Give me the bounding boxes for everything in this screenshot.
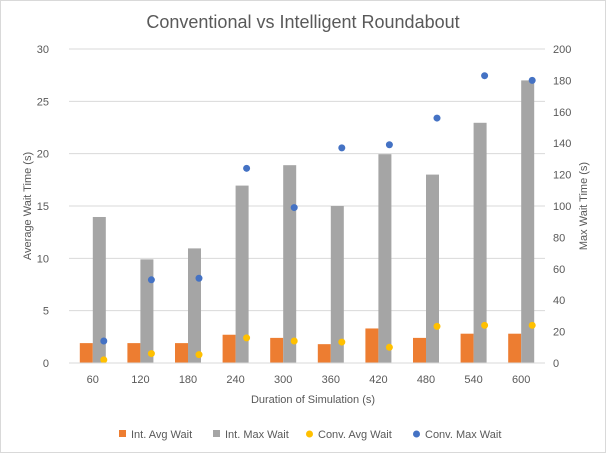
legend: Int. Avg Wait Int. Max Wait Conv. Avg Wait… <box>119 429 501 441</box>
y-tick-label: 25 <box>37 96 49 108</box>
right-axis: 0 20 40 60 80 100 120 140 160 180 200 <box>553 44 571 370</box>
x-tick-label: 360 <box>322 374 340 386</box>
x-tick-label: 420 <box>369 374 387 386</box>
conv-max-wait-point <box>243 164 251 172</box>
x-tick-label: 300 <box>274 374 292 386</box>
conv-avg-wait-point <box>481 321 489 329</box>
x-tick-label: 120 <box>131 374 149 386</box>
y-tick-label: 5 <box>43 306 49 318</box>
y2-tick-label: 80 <box>553 232 565 244</box>
conv-max-wait-point <box>290 204 298 212</box>
x-tick-label: 240 <box>226 374 244 386</box>
legend-swatch-int-max-wait <box>213 430 220 437</box>
legend-swatch-int-avg-wait <box>119 430 126 437</box>
x-axis-title: Duration of Simulation (s) <box>251 394 375 406</box>
x-tick-label: 180 <box>179 374 197 386</box>
int-avg-wait-bar <box>270 337 284 363</box>
y2-tick-label: 100 <box>553 201 571 213</box>
int-max-wait-bar <box>473 122 487 363</box>
points <box>100 72 536 364</box>
int-max-wait-bar <box>283 165 297 363</box>
conv-avg-wait-point <box>290 337 298 345</box>
y-tick-label: 15 <box>37 201 49 213</box>
conv-avg-wait-point <box>338 338 346 346</box>
int-max-wait-bar <box>378 154 392 363</box>
conv-max-wait-point <box>147 276 155 284</box>
int-avg-wait-bar <box>413 337 426 363</box>
y2-tick-label: 160 <box>553 107 571 119</box>
legend-label-int-avg-wait: Int. Avg Wait <box>131 429 192 441</box>
conv-avg-wait-point <box>385 343 393 351</box>
y2-tick-label: 120 <box>553 170 571 182</box>
int-max-wait-bar <box>235 185 249 363</box>
int-max-wait-bar <box>426 174 439 363</box>
int-avg-wait-bar <box>222 334 236 363</box>
conv-max-wait-point <box>481 72 489 80</box>
x-tick-label: 60 <box>87 374 99 386</box>
x-axis: 60 120 180 240 300 360 420 480 540 600 <box>69 362 545 386</box>
y-tick-label: 20 <box>37 149 49 161</box>
conv-max-wait-point <box>195 274 203 282</box>
conv-max-wait-point <box>433 114 441 122</box>
int-max-wait-bar <box>92 216 106 363</box>
int-max-wait-bar <box>330 206 344 363</box>
int-max-wait-bar <box>188 248 201 363</box>
legend-swatch-conv-avg-wait <box>306 430 313 438</box>
int-max-wait-bar <box>521 80 535 364</box>
y-tick-label: 0 <box>43 358 49 370</box>
int-avg-wait-bar <box>317 344 331 363</box>
conv-max-wait-point <box>338 144 346 152</box>
bars <box>79 80 535 364</box>
conv-max-wait-point <box>100 337 108 345</box>
legend-label-conv-avg-wait: Conv. Avg Wait <box>318 429 392 441</box>
int-avg-wait-bar <box>365 328 379 363</box>
chart-title: Conventional vs Intelligent Roundabout <box>146 12 459 32</box>
conv-avg-wait-point <box>100 356 108 364</box>
x-tick-label: 540 <box>464 374 482 386</box>
legend-label-int-max-wait: Int. Max Wait <box>225 429 289 441</box>
y2-tick-label: 60 <box>553 264 565 276</box>
conv-avg-wait-point <box>528 321 536 329</box>
conv-avg-wait-point <box>195 351 203 359</box>
y2-tick-label: 200 <box>553 44 571 56</box>
conv-avg-wait-point <box>243 334 251 342</box>
int-max-wait-bar <box>140 259 154 363</box>
y2-tick-label: 20 <box>553 327 565 339</box>
int-avg-wait-bar <box>127 343 141 363</box>
y2-axis-title: Max Wait Time (s) <box>578 162 590 250</box>
left-axis: 0 5 10 15 20 25 30 <box>37 44 49 370</box>
x-tick-label: 600 <box>512 374 530 386</box>
conv-max-wait-point <box>528 76 536 84</box>
y-axis-title: Average Wait Time (s) <box>22 152 34 260</box>
conv-avg-wait-point <box>147 350 155 358</box>
y2-tick-label: 0 <box>553 358 559 370</box>
int-avg-wait-bar <box>79 343 93 363</box>
legend-swatch-conv-max-wait <box>413 430 420 438</box>
int-avg-wait-bar <box>508 333 522 363</box>
int-avg-wait-bar <box>175 343 188 363</box>
y2-tick-label: 140 <box>553 138 571 150</box>
legend-label-conv-max-wait: Conv. Max Wait <box>425 429 501 441</box>
conv-max-wait-point <box>385 141 393 149</box>
y2-tick-label: 180 <box>553 75 571 87</box>
conv-avg-wait-point <box>433 322 441 330</box>
x-tick-label: 480 <box>417 374 435 386</box>
y-tick-label: 30 <box>37 44 49 56</box>
int-avg-wait-bar <box>460 333 474 363</box>
y2-tick-label: 40 <box>553 295 565 307</box>
gridlines <box>69 48 545 312</box>
y-tick-label: 10 <box>37 253 49 265</box>
